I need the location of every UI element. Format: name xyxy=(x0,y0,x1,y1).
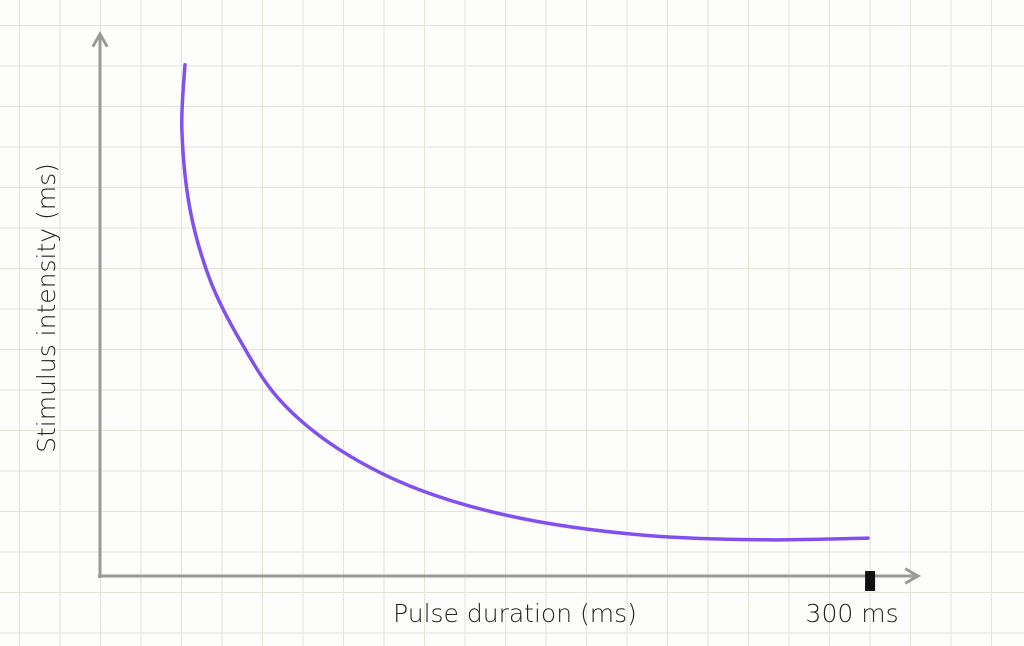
x-axis-label: Pulse duration (ms) xyxy=(393,599,637,628)
curve xyxy=(179,63,870,542)
x-tick-label: 300 ms xyxy=(806,599,899,628)
x-tick-mark xyxy=(865,571,876,591)
y-axis-label: Stimulus intensity (ms) xyxy=(32,163,61,453)
